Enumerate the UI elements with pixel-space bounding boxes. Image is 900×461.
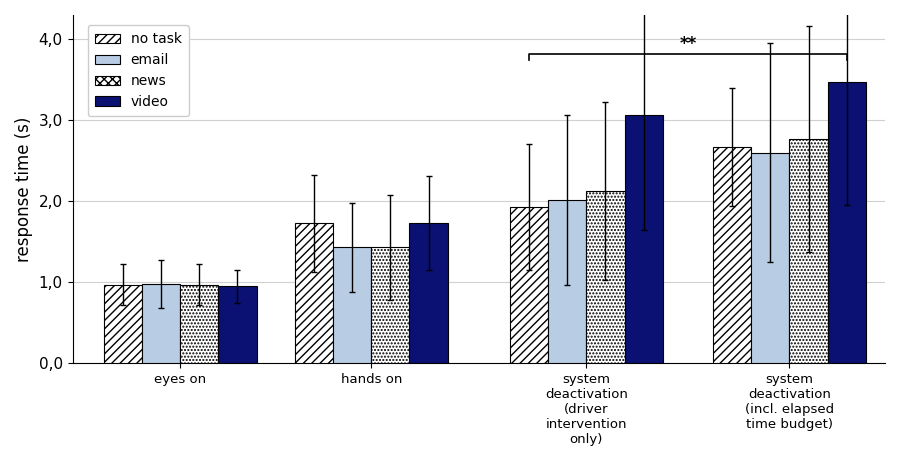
Bar	[371, 248, 410, 363]
Bar	[295, 223, 333, 363]
Bar	[713, 147, 752, 363]
Bar	[104, 285, 142, 363]
Legend: no task, email, news, video: no task, email, news, video	[87, 25, 189, 116]
Bar	[219, 286, 256, 363]
Bar	[828, 82, 866, 363]
Bar	[625, 115, 662, 363]
Bar	[789, 139, 828, 363]
Y-axis label: response time (s): response time (s)	[15, 117, 33, 262]
Bar	[752, 153, 789, 363]
Bar	[142, 284, 180, 363]
Text: **: **	[680, 35, 697, 53]
Bar	[333, 248, 371, 363]
Bar	[509, 207, 548, 363]
Bar	[548, 200, 586, 363]
Bar	[180, 285, 219, 363]
Bar	[586, 191, 625, 363]
Bar	[410, 223, 447, 363]
